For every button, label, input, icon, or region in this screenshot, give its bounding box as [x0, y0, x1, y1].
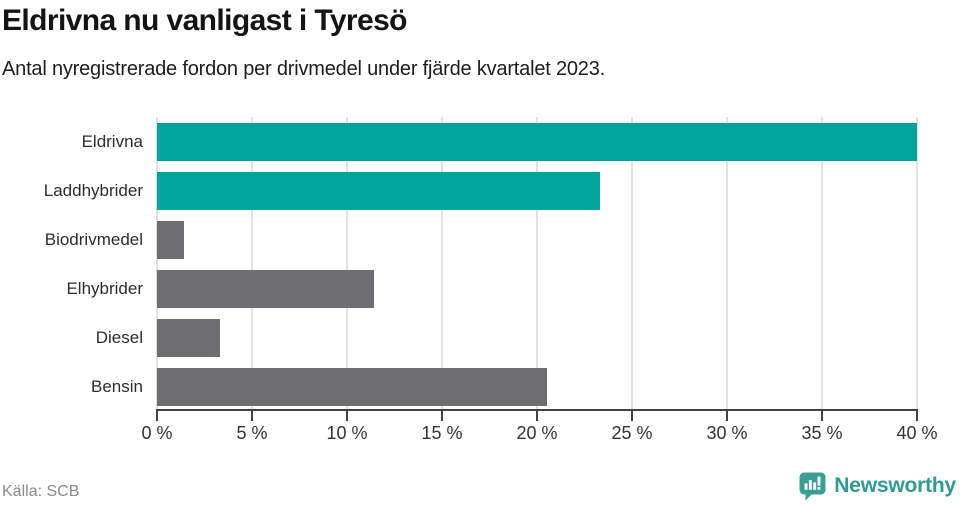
gridline — [631, 117, 633, 409]
bar — [157, 123, 917, 161]
bar — [157, 221, 184, 259]
newsworthy-wordmark: Newsworthy — [834, 474, 956, 497]
gridline — [821, 117, 823, 409]
gridline — [251, 117, 253, 409]
x-tick-label: 0 % — [141, 423, 173, 443]
category-label: Diesel — [95, 328, 143, 347]
x-axis-tick — [251, 409, 253, 421]
x-tick-label: 10 % — [326, 423, 368, 443]
bar — [157, 368, 547, 406]
x-tick-label: 25 % — [611, 423, 653, 443]
x-axis-tick — [536, 409, 538, 421]
chart-title: Eldrivna nu vanligast i Tyresö — [2, 4, 408, 37]
gridline — [726, 117, 728, 409]
category-label: Biodrivmedel — [44, 230, 143, 249]
bar-chart: Eldrivna Laddhybrider Biodrivmedel Elhybrid… — [43, 117, 938, 443]
category-label: Bensin — [91, 377, 143, 396]
x-axis-tick — [346, 409, 348, 421]
x-axis-tick — [726, 409, 728, 421]
category-label: Elhybrider — [66, 279, 143, 298]
bar — [157, 270, 374, 308]
x-tick-label: 15 % — [421, 423, 463, 443]
chart-subtitle: Antal nyregistrerade fordon per drivmede… — [2, 58, 606, 80]
x-tick-label: 35 % — [801, 423, 843, 443]
gridline — [156, 117, 158, 409]
x-axis-tick — [821, 409, 823, 421]
x-tick-label: 5 % — [236, 423, 268, 443]
x-axis-tick — [441, 409, 443, 421]
bar — [157, 319, 220, 357]
x-axis-tick — [916, 409, 918, 421]
gridline — [536, 117, 538, 409]
newsworthy-logo: Newsworthy — [798, 471, 956, 501]
x-tick-label: 20 % — [516, 423, 558, 443]
category-label: Eldrivna — [81, 132, 143, 151]
gridline — [346, 117, 348, 409]
source-credit: Källa: SCB — [2, 483, 80, 500]
newsworthy-chart-bubble-icon — [799, 472, 826, 501]
bar — [157, 172, 600, 210]
x-axis-tick — [631, 409, 633, 421]
x-tick-label: 40 % — [896, 423, 938, 443]
x-axis-tick — [156, 409, 158, 421]
x-tick-label: 30 % — [706, 423, 748, 443]
gridline — [916, 117, 918, 409]
gridline — [441, 117, 443, 409]
category-label: Laddhybrider — [43, 181, 143, 200]
